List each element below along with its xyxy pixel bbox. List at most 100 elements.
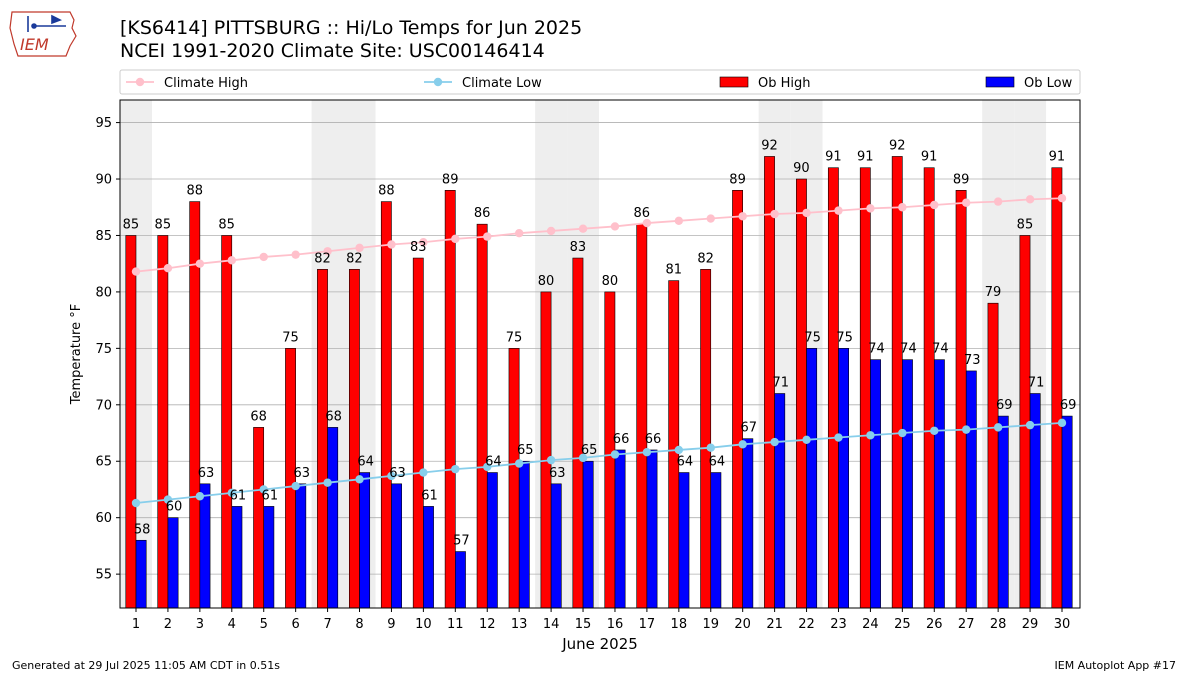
ob-high-value-label: 85 (155, 217, 172, 232)
ob-low-bar (933, 359, 945, 609)
ob-high-value-label: 82 (314, 251, 331, 266)
legend-climate-low-label: Climate Low (462, 76, 542, 91)
ob-low-bar (295, 483, 307, 609)
y-tick-label: 75 (95, 342, 112, 357)
x-tick-label: 9 (387, 617, 395, 632)
ob-high-value-label: 89 (442, 172, 459, 187)
climate-low-point (323, 478, 332, 487)
climate-low-point (131, 498, 141, 508)
x-tick-label: 4 (228, 617, 236, 632)
ob-low-value-label: 58 (134, 522, 151, 537)
climate-high-point (483, 232, 492, 241)
y-tick-label: 90 (95, 173, 112, 188)
x-tick-label: 2 (164, 617, 172, 632)
x-tick-label: 3 (196, 617, 204, 632)
ob-high-value-label: 85 (218, 217, 235, 232)
climate-low-point (866, 431, 875, 440)
legend-ob-low-label: Ob Low (1024, 76, 1073, 91)
y-tick-label: 80 (95, 285, 112, 300)
ob-high-value-label: 82 (697, 251, 714, 266)
ob-low-bar (742, 438, 754, 609)
climate-high-point (706, 214, 715, 223)
climate-high-point (578, 224, 588, 233)
ob-high-bar (636, 223, 648, 609)
ob-high-bar (476, 223, 488, 609)
ob-high-value-label: 82 (346, 251, 363, 266)
ob-low-bar (486, 472, 498, 609)
ob-high-bar (891, 156, 903, 609)
y-tick-label: 65 (95, 455, 112, 470)
legend-frame (119, 69, 1081, 95)
climate-low-line (135, 421, 1063, 504)
ob-high-bar (412, 257, 424, 609)
x-tick-label: 23 (830, 617, 847, 632)
x-tick-label: 1 (132, 617, 140, 632)
climate-high-point (930, 200, 939, 210)
climate-low-point (993, 423, 1003, 432)
ob-high-bar (604, 291, 616, 609)
legend-ob-high-swatch (719, 76, 749, 88)
climate-high-point (291, 250, 300, 259)
x-tick-label: 21 (766, 617, 783, 632)
climate-low-point (195, 492, 205, 501)
climate-low-point (770, 437, 779, 447)
ob-high-value-label: 75 (282, 330, 299, 345)
x-tick-label: 28 (990, 617, 1007, 632)
x-tick-label: 13 (511, 617, 528, 632)
ob-high-value-label: 92 (889, 138, 906, 153)
ob-low-bar (614, 449, 626, 609)
climate-low-point (642, 448, 652, 457)
x-tick-label: 24 (862, 617, 879, 632)
ob-low-value-label: 61 (262, 488, 279, 503)
y-tick-label: 95 (95, 116, 112, 131)
ob-high-bar (380, 201, 392, 609)
ob-low-value-label: 71 (772, 376, 789, 391)
ob-low-bar (678, 472, 690, 609)
climate-high-point (451, 234, 460, 244)
logo-text: IEM (20, 35, 49, 54)
x-tick-label: 8 (355, 617, 363, 632)
legend-climate-low-marker (433, 77, 443, 87)
ob-low-bar (455, 551, 466, 609)
ob-high-value-label: 75 (506, 330, 523, 345)
x-tick-label: 19 (702, 617, 719, 632)
climate-high-point (642, 218, 652, 228)
ob-high-bar (253, 427, 265, 609)
app-label: IEM Autoplot App #17 (1054, 659, 1177, 672)
ob-low-value-label: 69 (1060, 398, 1077, 413)
ob-low-bar (263, 506, 275, 609)
ob-low-value-label: 64 (485, 455, 502, 470)
x-tick-label: 29 (1022, 617, 1039, 632)
iowa-outline-icon (9, 11, 77, 57)
ob-high-value-label: 83 (410, 240, 427, 255)
ob-high-value-label: 88 (186, 184, 203, 199)
chart-subtitle: NCEI 1991-2020 Climate Site: USC00146414 (120, 40, 545, 62)
ob-low-bar (710, 472, 722, 609)
x-tick-label: 22 (798, 617, 815, 632)
climate-low-point (387, 471, 396, 481)
climate-low-point (706, 443, 715, 452)
ob-low-value-label: 73 (964, 353, 981, 368)
climate-low-point (355, 475, 364, 484)
ob-low-value-label: 60 (166, 500, 183, 515)
ob-low-bar (997, 415, 1009, 609)
ob-high-bar (859, 167, 871, 609)
climate-low-point (259, 485, 268, 494)
ob-low-bar (965, 370, 977, 609)
climate-high-point (802, 208, 811, 218)
ob-low-bar (774, 393, 786, 609)
iem-logo: IEM (9, 11, 77, 57)
x-tick-label: 16 (607, 617, 624, 632)
ob-low-bar (423, 506, 434, 609)
x-tick-label: 6 (292, 617, 300, 632)
ob-high-bar (732, 190, 743, 609)
x-tick-label: 20 (734, 617, 751, 632)
climate-low-point (546, 455, 556, 465)
ob-low-value-label: 57 (453, 534, 470, 549)
ob-low-value-label: 71 (1028, 376, 1045, 391)
weather-station-icon (27, 14, 66, 32)
ob-low-value-label: 63 (198, 466, 215, 481)
y-tick-label: 70 (95, 398, 112, 413)
y-axis-label: Temperature °F (69, 304, 84, 405)
climate-high-point (323, 247, 332, 256)
